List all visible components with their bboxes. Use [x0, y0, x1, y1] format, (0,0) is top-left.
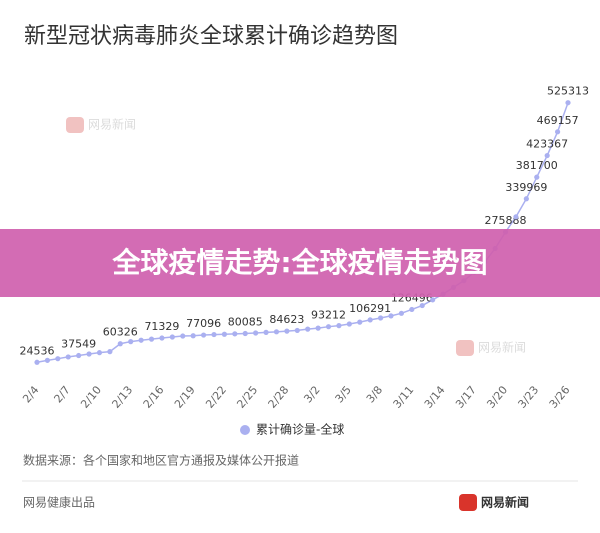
- data-label: 525313: [547, 85, 589, 98]
- watermark-icon: [456, 340, 474, 356]
- data-point: [513, 214, 519, 220]
- data-point: [169, 334, 175, 340]
- data-point: [273, 329, 280, 335]
- data-point: [44, 357, 51, 363]
- watermark-text: 网易新闻: [88, 117, 136, 132]
- data-point: [138, 337, 144, 343]
- data-label: 60326: [103, 326, 138, 339]
- data-label: 339969: [505, 181, 547, 194]
- data-point: [221, 331, 228, 337]
- data-point: [554, 129, 561, 135]
- data-point: [430, 297, 436, 303]
- data-point: [96, 350, 103, 356]
- watermark-icon: [66, 117, 84, 133]
- data-point: [409, 306, 415, 313]
- data-label: 469157: [537, 114, 579, 127]
- legend-marker: [240, 425, 250, 435]
- banner-text: 全球疫情走势:全球疫情走势图: [111, 246, 487, 279]
- data-label: 423367: [526, 138, 568, 151]
- data-point: [305, 326, 311, 332]
- chart-title: 新型冠状病毒肺炎全球累计确诊趋势图: [24, 24, 398, 49]
- data-label: 275888: [485, 214, 527, 227]
- data-point: [534, 174, 540, 180]
- data-point: [377, 315, 384, 321]
- data-point: [367, 317, 373, 323]
- footer-credit: 网易健康出品: [23, 495, 95, 510]
- data-point: [284, 328, 290, 334]
- data-point: [263, 329, 269, 335]
- data-point: [357, 319, 363, 325]
- data-point: [159, 335, 165, 341]
- banner: [0, 229, 600, 297]
- data-label: 71329: [144, 320, 179, 333]
- data-point: [148, 336, 155, 342]
- data-point: [544, 152, 550, 159]
- data-point: [336, 323, 342, 329]
- source-note: 数据来源：各个国家和地区官方通报及媒体公开报道: [23, 453, 299, 468]
- data-point: [315, 325, 321, 331]
- data-label: 381700: [516, 159, 558, 172]
- data-label: 84623: [269, 313, 304, 326]
- data-point: [128, 339, 134, 345]
- data-point: [190, 333, 196, 339]
- data-label: 93212: [311, 309, 346, 322]
- footer-logo: 网易新闻: [481, 495, 529, 510]
- data-point: [523, 196, 529, 202]
- data-point: [398, 310, 405, 316]
- data-point: [565, 100, 571, 106]
- data-point: [107, 349, 113, 355]
- data-point: [55, 356, 61, 362]
- data-label: 37549: [61, 338, 96, 351]
- data-point: [76, 352, 82, 359]
- data-point: [419, 302, 425, 309]
- data-point: [242, 330, 248, 337]
- legend-label: 累计确诊量-全球: [256, 422, 344, 437]
- data-label: 80085: [228, 315, 263, 328]
- logo-icon: [459, 494, 477, 511]
- data-point: [86, 351, 92, 357]
- data-point: [200, 332, 207, 338]
- watermark-text: 网易新闻: [478, 340, 526, 355]
- data-point: [211, 331, 217, 338]
- data-point: [232, 331, 238, 337]
- data-point: [253, 330, 259, 336]
- data-point: [65, 354, 71, 360]
- data-point: [325, 324, 332, 330]
- data-point: [34, 359, 40, 365]
- data-point: [180, 333, 186, 339]
- data-point: [388, 313, 394, 319]
- data-label: 24536: [20, 344, 55, 357]
- watermark: 网易新闻 网易新闻: [66, 117, 526, 356]
- data-point: [346, 321, 352, 327]
- data-point: [294, 327, 300, 334]
- data-point: [117, 341, 123, 347]
- data-label: 106291: [349, 302, 391, 315]
- data-label: 77096: [186, 317, 221, 330]
